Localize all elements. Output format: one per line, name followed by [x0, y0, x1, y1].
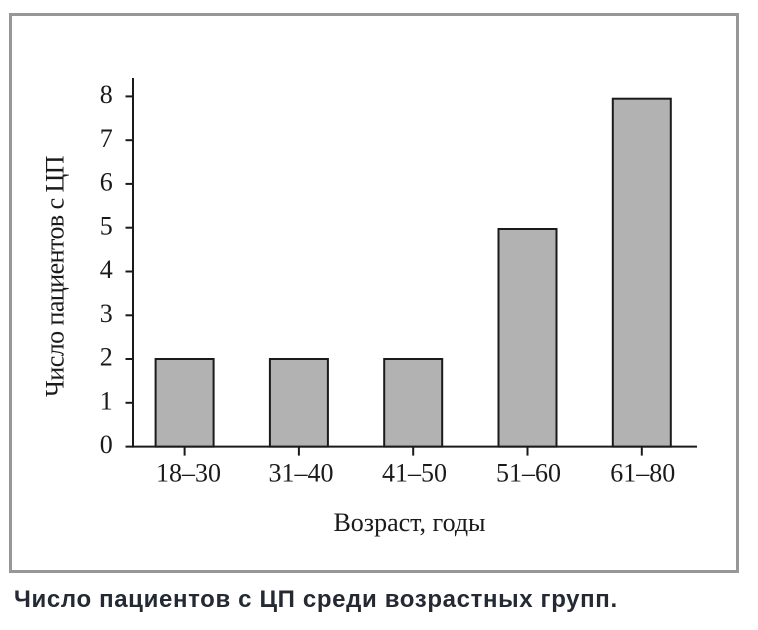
svg-text:0: 0	[100, 430, 113, 459]
svg-text:8: 8	[100, 80, 113, 109]
svg-text:Число пациентов с ЦП: Число пациентов с ЦП	[41, 155, 70, 397]
svg-text:18–30: 18–30	[156, 459, 221, 488]
svg-text:2: 2	[100, 343, 113, 372]
svg-text:1: 1	[100, 386, 113, 415]
svg-text:3: 3	[100, 299, 113, 328]
svg-text:31–40: 31–40	[269, 459, 334, 488]
svg-text:51–60: 51–60	[496, 459, 561, 488]
svg-text:61–80: 61–80	[610, 459, 675, 488]
svg-text:7: 7	[100, 124, 113, 153]
svg-text:Возраст, годы: Возраст, годы	[333, 508, 485, 537]
svg-text:41–50: 41–50	[382, 459, 447, 488]
svg-text:6: 6	[100, 168, 113, 197]
svg-text:4: 4	[100, 255, 113, 284]
svg-text:5: 5	[100, 211, 113, 240]
